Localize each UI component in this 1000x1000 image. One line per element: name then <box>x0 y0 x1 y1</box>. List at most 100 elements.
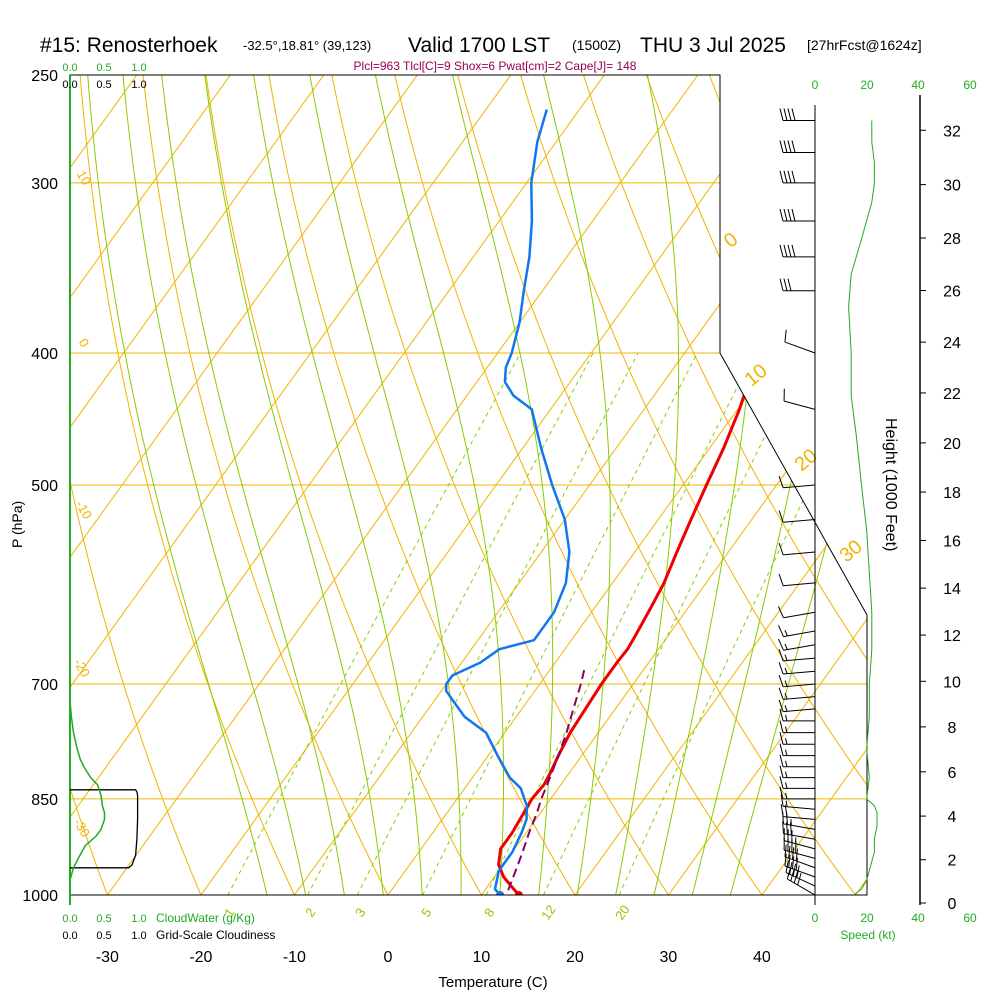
height-tick-label: 16 <box>943 533 961 550</box>
wind-barb <box>778 649 816 662</box>
wind-barb <box>778 542 816 556</box>
wind-barb <box>780 794 816 810</box>
wind-barb-flag <box>778 699 784 712</box>
cloudiness-label: Grid-Scale Cloudiness <box>156 928 275 942</box>
dry-adiabat <box>77 75 309 895</box>
wind-barb-half-flag <box>785 726 788 733</box>
cloud-bottom-green-1: 0.5 <box>96 913 111 925</box>
wind-barb-flag <box>779 278 784 291</box>
surface-temperature-marker <box>514 891 523 895</box>
cloud-bottom-green-2: 1.0 <box>131 913 146 925</box>
height-tick-label: 28 <box>943 231 961 248</box>
height-tick-label: 6 <box>948 765 957 782</box>
isotherm <box>70 75 436 895</box>
wind-barb <box>779 754 815 768</box>
wind-barb-half-flag <box>784 643 788 650</box>
wind-barb <box>784 329 816 354</box>
wind-barb-staff <box>783 551 816 556</box>
wind-barb-half-flag <box>785 714 788 721</box>
temperature-tick-label: -10 <box>283 949 306 966</box>
utc-time: (1500Z) <box>572 37 621 53</box>
wind-barb-flag <box>791 208 796 222</box>
wind-barb <box>778 674 816 688</box>
wind-barb <box>779 732 815 745</box>
wind-barb <box>779 776 815 789</box>
wind-barb <box>784 853 816 878</box>
wind-barb-flag <box>779 776 784 789</box>
wind-barb-flag <box>784 329 787 343</box>
temperature-tick-label: 20 <box>566 949 584 966</box>
dry-adiabat <box>513 75 867 895</box>
speed-bottom-40: 40 <box>911 911 925 925</box>
profiles <box>444 109 867 895</box>
height-tick-label: 0 <box>948 896 957 913</box>
wind-barb <box>778 662 816 675</box>
wind-barb <box>778 475 816 489</box>
speed-bottom-60: 60 <box>963 911 977 925</box>
parcel-path <box>507 666 586 891</box>
wind-barb-flag <box>779 765 784 778</box>
wind-barb-half-flag <box>784 705 788 712</box>
isotherm <box>834 75 867 895</box>
wind-barb-flag <box>779 754 784 767</box>
mixing-ratio-2 <box>307 352 594 895</box>
wind-barb <box>779 786 815 800</box>
height-tick-label: 2 <box>948 853 957 870</box>
moist-adiabat <box>249 75 424 895</box>
wind-barb-flag <box>791 140 796 153</box>
wind-barb-staff <box>783 630 816 638</box>
isotherm <box>86 75 716 895</box>
wind-barb-flag <box>778 542 784 555</box>
wind-barb-flag <box>787 278 792 291</box>
wind-barb-staff <box>784 341 816 354</box>
wind-barb-half-flag <box>784 692 788 700</box>
height-tick-label: 22 <box>943 386 961 403</box>
dry-adiabat <box>575 75 867 895</box>
adiabat-label: 30 <box>836 536 867 567</box>
cloud-bottom-green-0: 0.0 <box>62 913 77 925</box>
isotherm <box>553 75 867 895</box>
wind-barb-flag <box>777 625 784 637</box>
wind-barb-flag <box>795 848 798 861</box>
wind-barb-flag <box>780 794 784 807</box>
temperature-tick-label: -20 <box>189 949 212 966</box>
wind-barb <box>779 720 815 734</box>
temperature-tick-label: 30 <box>660 949 678 966</box>
wind-barb-flag <box>788 855 791 868</box>
speed-top-60: 60 <box>963 78 977 92</box>
isotherm <box>70 75 529 895</box>
dry-adiabat <box>824 75 867 895</box>
adiabat-label: 10 <box>741 360 772 391</box>
wind-barb-flag <box>787 244 792 257</box>
cloud-bottom-black-0: 0.0 <box>62 930 77 942</box>
speed-bottom-20: 20 <box>860 911 874 925</box>
wind-barb-staff <box>783 518 816 523</box>
mixing-ratio-5 <box>422 352 698 895</box>
dry-adiabat <box>0 51 24 924</box>
cloudiness-profile <box>70 789 139 869</box>
mixing-ratio-label: 5 <box>418 905 434 920</box>
wind-barb <box>779 278 815 292</box>
temperature-tick-label: 10 <box>473 949 491 966</box>
wind-barb-staff <box>785 872 816 887</box>
wind-barb-flag <box>787 170 792 183</box>
wind-barb-staff <box>783 657 816 662</box>
moist-adiabat <box>158 75 349 895</box>
isotherm <box>70 75 155 895</box>
wind-barb <box>777 638 816 651</box>
pressure-tick-label: 850 <box>31 792 58 809</box>
wind-barb-flag <box>779 708 784 721</box>
dry-adiabat <box>451 75 867 895</box>
dry-adiabat <box>761 75 867 895</box>
wind-barb-flag <box>780 804 784 817</box>
height-tick-label: 8 <box>948 720 957 737</box>
wind-barb-flag <box>791 847 795 860</box>
wind-barb <box>779 140 815 154</box>
mixing-ratio-20 <box>618 352 867 895</box>
wind-barb <box>778 573 816 587</box>
height-axis-label: Height (1000 Feet) <box>882 418 899 551</box>
cloud-water-profile <box>69 700 106 895</box>
